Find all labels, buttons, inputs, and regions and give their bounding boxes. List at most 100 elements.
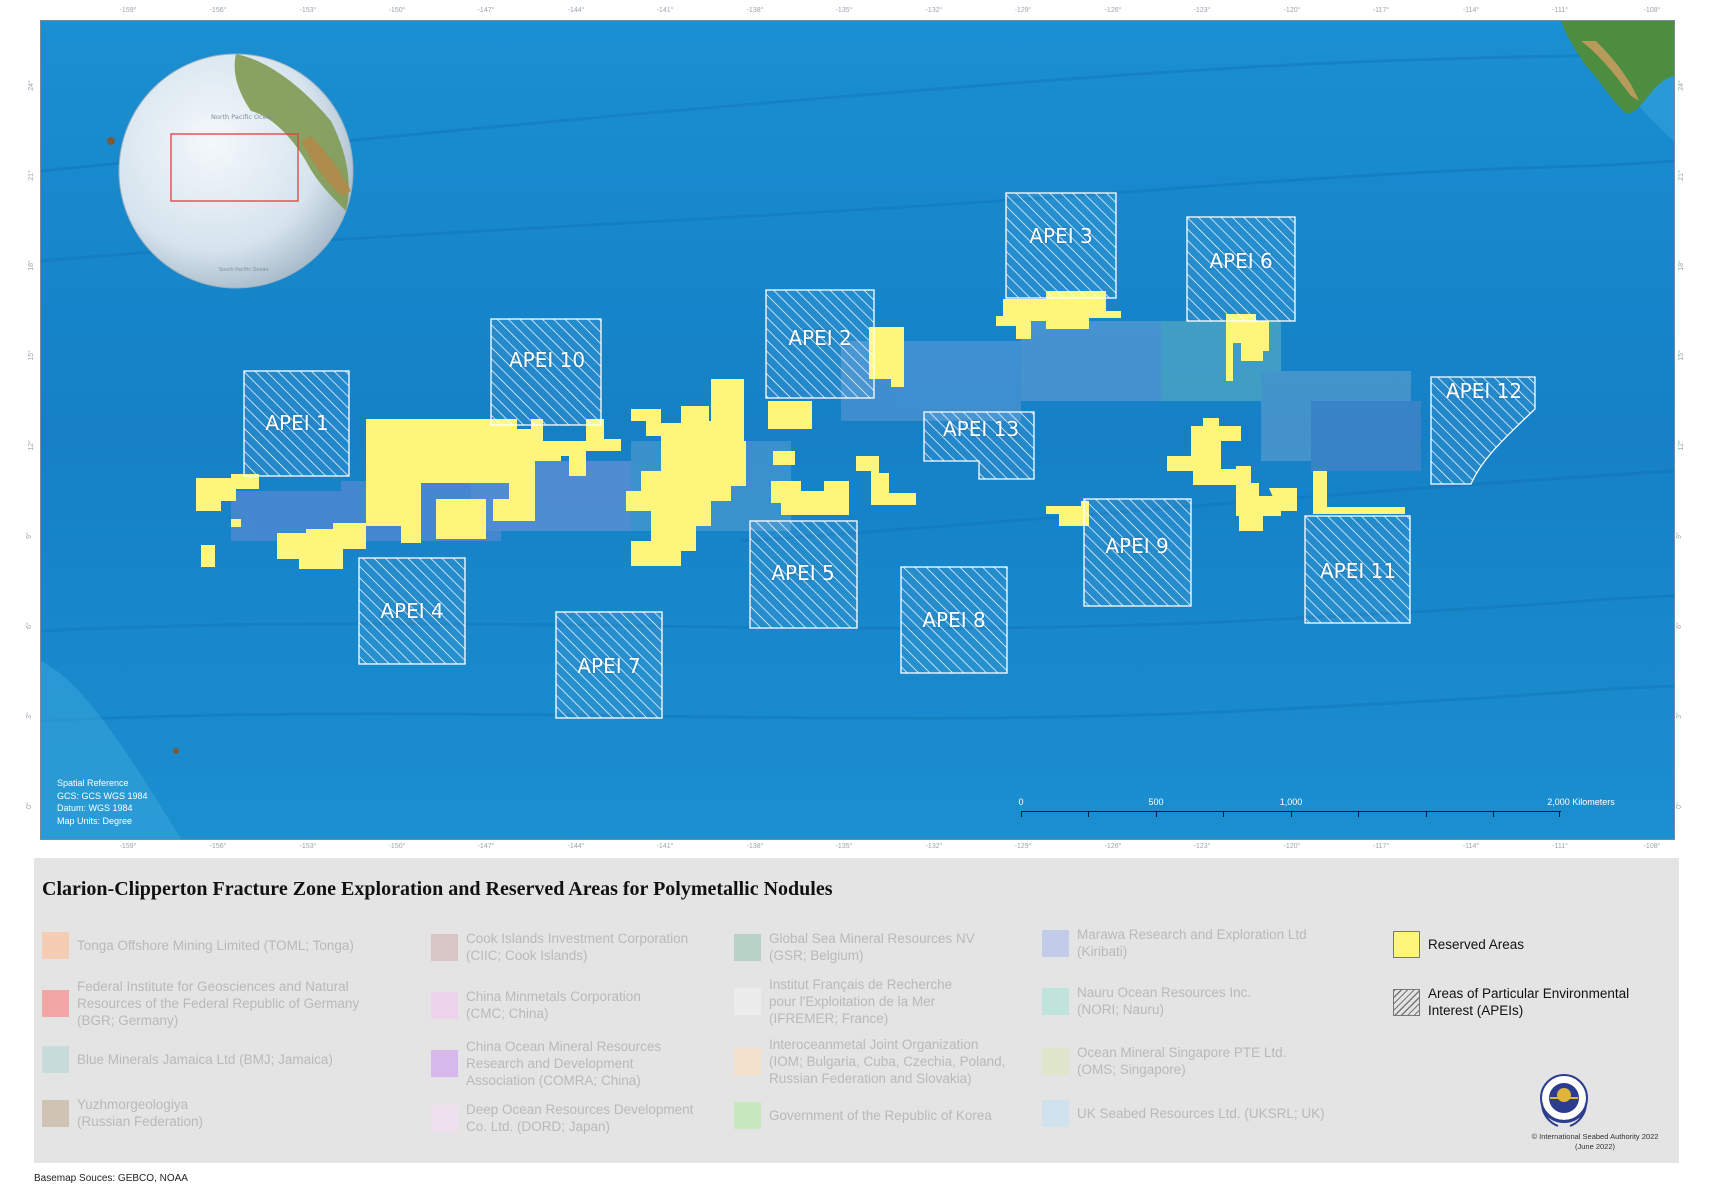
scale-bar-label: 500 xyxy=(1148,797,1164,807)
reserved-area xyxy=(1167,418,1241,485)
tick-label: 21° xyxy=(1677,170,1685,181)
reserved-areas xyxy=(196,291,1405,569)
reserved-area xyxy=(869,327,904,387)
legend-label: Interoceanmetal Joint Organization (IOM;… xyxy=(769,1037,1006,1086)
apei-3-area xyxy=(1005,192,1117,299)
tick-label: 15° xyxy=(27,350,35,361)
map-title: Clarion-Clipperton Fracture Zone Explora… xyxy=(42,878,833,900)
reserved-area xyxy=(856,456,916,505)
apei-8-area xyxy=(900,566,1008,674)
legend-item: China Minmetals Corporation (CMC; China) xyxy=(431,988,641,1022)
reserved-area xyxy=(773,451,795,465)
spatial-reference-line: Datum: WGS 1984 xyxy=(57,803,133,813)
apei-label: APEI 6 xyxy=(1209,249,1273,273)
legend-item: Federal Institute for Geosciences and Na… xyxy=(42,978,359,1029)
apei-label: APEI 7 xyxy=(577,654,641,678)
tick-label: 0° xyxy=(25,802,33,809)
tick-label: 6° xyxy=(1675,622,1683,629)
apei-9-area xyxy=(1083,498,1192,607)
tick-label: -111° xyxy=(1552,843,1568,850)
legend-label: Tonga Offshore Mining Limited (TOML; Ton… xyxy=(77,938,354,953)
apei-4-area xyxy=(358,557,466,665)
tick-label: -159° xyxy=(119,843,137,850)
legend-label: Global Sea Mineral Resources NV (GSR; Be… xyxy=(769,931,975,963)
tick-label: -156° xyxy=(209,7,227,14)
map-frame[interactable]: North Pacific Ocean South Pacific Ocean … xyxy=(40,20,1675,840)
tick-label: -150° xyxy=(388,843,406,850)
legend-label: Deep Ocean Resources Development Co. Ltd… xyxy=(466,1102,694,1134)
apei-areas xyxy=(243,192,1536,719)
tick-label: 12° xyxy=(27,440,35,451)
island xyxy=(107,137,115,145)
tick-label: -135° xyxy=(835,843,853,850)
scale-bar-tick xyxy=(1156,811,1157,817)
legend-swatch xyxy=(1042,1047,1069,1075)
legend-item: Marawa Research and Exploration Ltd (Kir… xyxy=(1042,926,1307,960)
tick-label: -144° xyxy=(567,7,585,14)
reserved-area xyxy=(493,419,561,521)
tick-label: 24° xyxy=(27,80,35,91)
tick-label: 21° xyxy=(27,170,35,181)
basemap-sources: Basemap Souces: GEBCO, NOAA xyxy=(34,1173,188,1184)
legend-item: China Ocean Mineral Resources Research a… xyxy=(431,1038,661,1089)
tick-label: -114° xyxy=(1462,843,1480,850)
spatial-reference: Spatial Reference GCS: GCS WGS 1984 Datu… xyxy=(57,777,148,827)
apei-label: APEI 12 xyxy=(1445,379,1523,403)
legend-label: UK Seabed Resources Ltd. (UKSRL; UK) xyxy=(1077,1106,1325,1121)
tick-label: 0° xyxy=(1675,802,1683,809)
tick-label: -144° xyxy=(567,843,585,850)
apei-7-area xyxy=(555,611,663,719)
bottom-longitude-ticks: -159° -156° -153° -150° -147° -144° -141… xyxy=(40,843,1673,855)
tick-label: 18° xyxy=(1677,260,1685,271)
scale-bar-tick xyxy=(1021,811,1022,817)
reserved-area xyxy=(1269,488,1297,511)
apei-label: APEI 5 xyxy=(771,561,835,585)
tick-label: -117° xyxy=(1372,7,1390,14)
apei-label: APEI 9 xyxy=(1105,534,1169,558)
legend-swatch xyxy=(734,933,761,961)
spatial-reference-line: GCS: GCS WGS 1984 xyxy=(57,790,148,801)
map-canvas[interactable]: North Pacific Ocean South Pacific Ocean xyxy=(41,21,1674,839)
legend-label: Federal Institute for Geosciences and Na… xyxy=(77,979,360,1028)
reserved-swatch xyxy=(1393,931,1420,958)
tick-label: 6° xyxy=(25,622,33,629)
scale-bar-tick xyxy=(1426,811,1427,817)
apei-label: APEI 11 xyxy=(1319,559,1397,583)
reserved-area xyxy=(1226,314,1269,381)
reserved-area xyxy=(711,379,744,451)
legend-label: China Minmetals Corporation (CMC; China) xyxy=(466,989,641,1021)
apei-label: APEI 3 xyxy=(1029,224,1093,248)
scale-bar-tick xyxy=(1493,811,1494,817)
tick-label: -138° xyxy=(746,843,764,850)
legend-swatch xyxy=(42,932,69,959)
left-latitude-ticks: 24° 21° 18° 15° 12° 9° 6° 3° 0° xyxy=(26,20,38,838)
tick-label: -114° xyxy=(1462,7,1480,14)
legend-swatch xyxy=(1042,987,1069,1015)
tick-label: 9° xyxy=(25,532,33,539)
reserved-area xyxy=(586,419,621,451)
reserved-area xyxy=(436,499,486,539)
scale-bar: 0 500 1,000 2,000 Kilometers xyxy=(1018,791,1615,831)
scale-bar-tick xyxy=(1088,811,1089,817)
tick-label: -126° xyxy=(1104,843,1122,850)
legend-label: Reserved Areas xyxy=(1428,937,1525,952)
reserved-area xyxy=(231,519,241,527)
top-longitude-ticks: -159° -156° -153° -150° -147° -144° -141… xyxy=(40,7,1673,19)
tick-label: -111° xyxy=(1552,7,1568,14)
legend-label: Marawa Research and Exploration Ltd (Kir… xyxy=(1077,927,1307,959)
legend-label: China Ocean Mineral Resources Research a… xyxy=(466,1039,662,1088)
inset-globe: North Pacific Ocean South Pacific Ocean xyxy=(118,53,354,289)
legend-swatch xyxy=(734,988,761,1015)
legend-item: Interoceanmetal Joint Organization (IOM;… xyxy=(734,1036,1005,1087)
legend-item: Deep Ocean Resources Development Co. Ltd… xyxy=(431,1101,693,1135)
legend-item: Blue Minerals Jamaica Ltd (BMJ; Jamaica) xyxy=(42,1046,333,1073)
apei-13-area xyxy=(923,411,1035,480)
isa-logo-icon xyxy=(1540,1074,1588,1127)
tick-label: -138° xyxy=(746,7,764,14)
apei-1-area xyxy=(243,370,350,477)
tick-label: -135° xyxy=(835,7,853,14)
tick-label: -129° xyxy=(1014,7,1032,14)
tick-label: -126° xyxy=(1104,7,1122,14)
reserved-area xyxy=(366,419,517,543)
apei-5-area xyxy=(749,520,858,629)
